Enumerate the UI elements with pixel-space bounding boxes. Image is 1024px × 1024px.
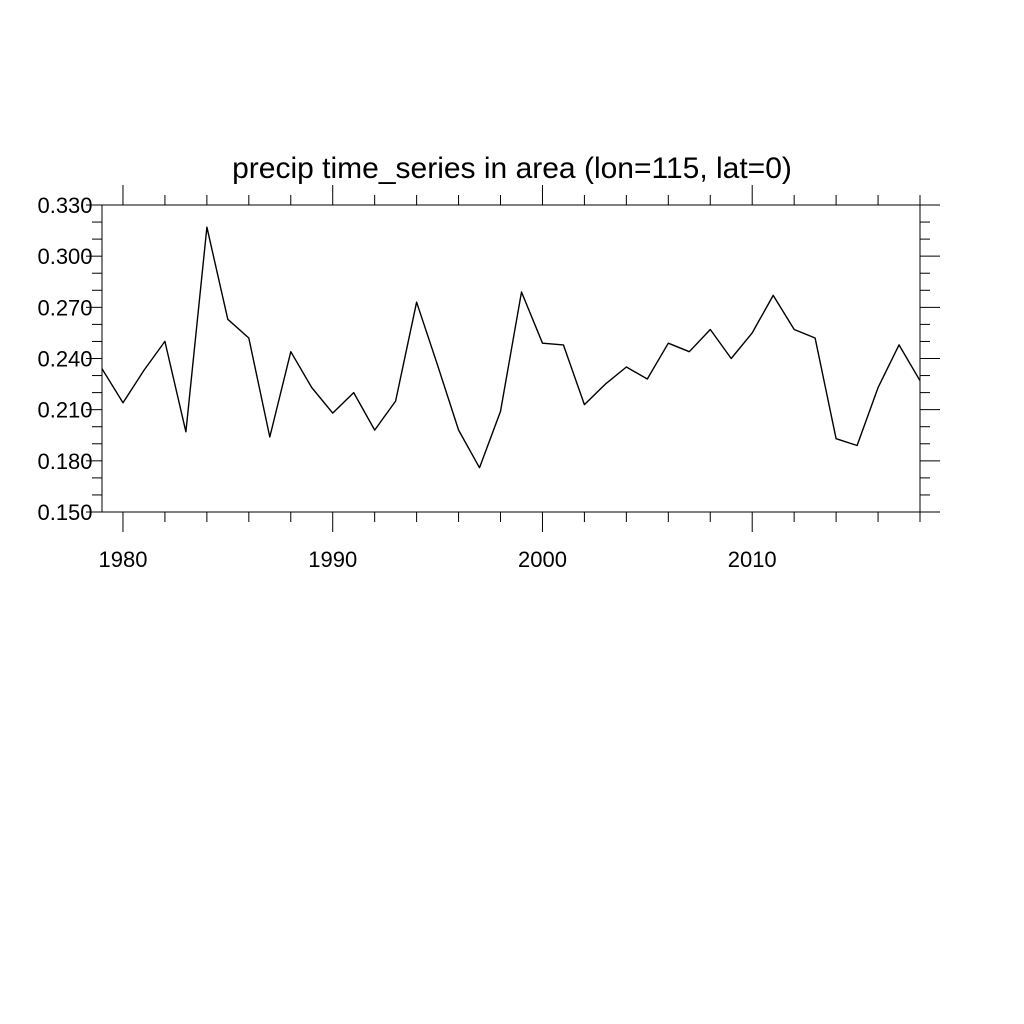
chart-title: precip time_series in area (lon=115, lat… — [232, 152, 792, 185]
y-axis-tick-labels: 0.150 0.180 0.210 0.240 0.270 0.300 0.330 — [37, 193, 92, 525]
major-ticks — [86, 185, 940, 532]
x-tick-label: 1980 — [98, 547, 147, 572]
y-tick-label: 0.240 — [37, 347, 92, 372]
data-points — [102, 227, 920, 468]
x-tick-label: 1990 — [308, 547, 357, 572]
x-tick-label: 2000 — [518, 547, 567, 572]
y-tick-label: 0.150 — [37, 500, 92, 525]
y-tick-label: 0.300 — [37, 244, 92, 269]
plot-frame — [101, 204, 921, 513]
y-tick-label: 0.210 — [37, 398, 92, 423]
x-tick-label: 2010 — [728, 547, 777, 572]
y-tick-label: 0.180 — [37, 449, 92, 474]
series-line — [101, 226, 921, 469]
minor-ticks — [92, 195, 930, 522]
x-axis-tick-labels: 1980 1990 2000 2010 — [98, 547, 776, 572]
y-tick-label: 0.270 — [37, 295, 92, 320]
y-tick-label: 0.330 — [37, 193, 92, 218]
